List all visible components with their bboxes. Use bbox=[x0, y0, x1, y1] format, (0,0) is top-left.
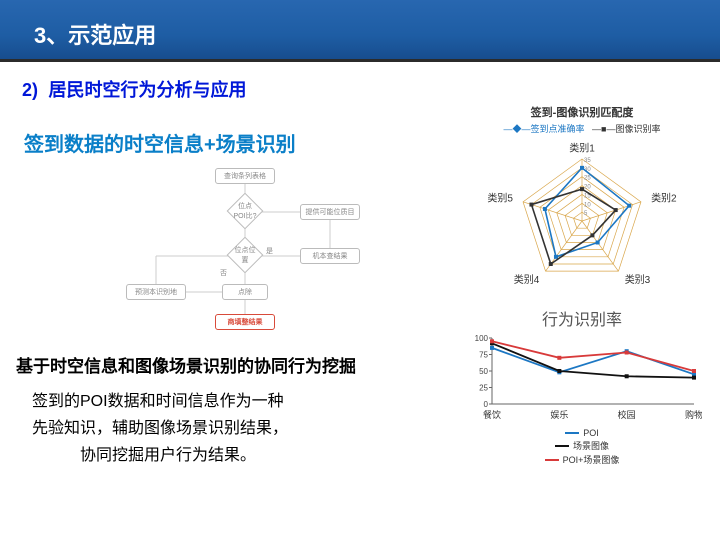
legend-label: 场景图像 bbox=[573, 439, 609, 452]
radar-chart-legend: —◆—签到点准确率 —■—图像识别率 bbox=[462, 122, 702, 135]
legend-row: POI bbox=[462, 428, 702, 438]
svg-text:35: 35 bbox=[584, 158, 591, 164]
section-title: 居民时空行为分析与应用 bbox=[48, 76, 246, 102]
body-bold-text: 基于时空信息和图像场景识别的协同行为挖掘 bbox=[16, 352, 356, 377]
svg-text:类别2: 类别2 bbox=[651, 192, 677, 205]
body-para-line3: 协同挖掘用户行为结果。 bbox=[32, 442, 288, 469]
svg-text:0: 0 bbox=[484, 400, 489, 409]
legend-row: 场景图像 bbox=[462, 439, 702, 452]
legend-label: POI+场景图像 bbox=[563, 453, 620, 466]
body-para-line2: 先验知识，辅助图像场景识别结果， bbox=[32, 415, 288, 442]
flowchart-node-alt: 机本查结果 bbox=[300, 248, 360, 264]
flowchart-label-yes: 是 bbox=[266, 246, 273, 256]
svg-text:25: 25 bbox=[479, 384, 488, 393]
radar-chart: 签到-图像识别匹配度 —◆—签到点准确率 —■—图像识别率 类别1 类别2 类别3 类… bbox=[462, 104, 702, 294]
svg-text:类别5: 类别5 bbox=[487, 192, 513, 205]
radar-legend-b: 图像识别率 bbox=[615, 124, 660, 134]
flowchart-node-match: 提供可能位质目 bbox=[300, 204, 360, 220]
line-svg: 0 25 50 75 100 餐饮 娱乐 校园 购物 bbox=[462, 332, 702, 422]
svg-text:娱乐: 娱乐 bbox=[550, 409, 568, 420]
line-chart-legend: POI场景图像POI+场景图像 bbox=[462, 428, 702, 466]
svg-text:75: 75 bbox=[479, 351, 488, 360]
line-chart: 行为识别率 0 25 50 75 100 餐饮 娱乐 校园 购物 POI场景图像POI+场景图像 bbox=[462, 306, 702, 486]
section-heading: 2) 居民时空行为分析与应用 bbox=[22, 76, 698, 102]
line-chart-title: 行为识别率 bbox=[462, 306, 702, 330]
flowchart-node-start: 查询条列表格 bbox=[215, 168, 275, 184]
svg-text:餐饮: 餐饮 bbox=[483, 409, 501, 420]
slide-header: 3、示范应用 bbox=[0, 0, 720, 62]
radar-chart-title: 签到-图像识别匹配度 bbox=[462, 104, 702, 120]
legend-swatch bbox=[545, 459, 559, 461]
radar-svg: 类别1类别2类别3类别4类别55101520253035 bbox=[462, 135, 702, 295]
svg-text:100: 100 bbox=[475, 334, 489, 343]
svg-text:购物: 购物 bbox=[685, 409, 702, 420]
flowchart-node-pred: 预测本识别地 bbox=[126, 284, 186, 300]
flowchart-node-refine: 点除 bbox=[222, 284, 268, 300]
svg-text:类别4: 类别4 bbox=[514, 273, 540, 286]
svg-text:校园: 校园 bbox=[618, 409, 636, 420]
radar-legend-a: 签到点准确率 bbox=[531, 124, 585, 134]
legend-row: POI+场景图像 bbox=[462, 453, 702, 466]
flowchart-label-no: 否 bbox=[220, 268, 227, 278]
flowchart-node-result: 商填整结果 bbox=[215, 314, 275, 330]
svg-text:20: 20 bbox=[584, 185, 591, 191]
body-paragraph: 签到的POI数据和时间信息作为一种 先验知识，辅助图像场景识别结果， 协同挖掘用… bbox=[32, 388, 288, 470]
flowchart: 查询条列表格 位点POI比? 提供可能位质目 位点位置 机本查结果 预测本识别地… bbox=[120, 168, 370, 338]
slide-content: 2) 居民时空行为分析与应用 签到数据的时空信息+场景识别 查询条列表格 位点P… bbox=[0, 62, 720, 540]
legend-swatch bbox=[565, 432, 579, 434]
radar-legend-marker-b: —■— bbox=[592, 124, 615, 134]
slide-header-title: 3、示范应用 bbox=[34, 18, 720, 50]
radar-legend-marker-a: —◆— bbox=[504, 124, 531, 134]
svg-text:类别1: 类别1 bbox=[569, 141, 595, 154]
svg-text:50: 50 bbox=[479, 367, 488, 376]
svg-text:25: 25 bbox=[584, 176, 591, 182]
body-para-line1: 签到的POI数据和时间信息作为一种 bbox=[32, 388, 288, 415]
section-number: 2) bbox=[22, 80, 38, 101]
legend-swatch bbox=[555, 445, 569, 447]
legend-label: POI bbox=[583, 428, 599, 438]
svg-text:类别3: 类别3 bbox=[625, 273, 651, 286]
svg-text:10: 10 bbox=[584, 202, 591, 208]
